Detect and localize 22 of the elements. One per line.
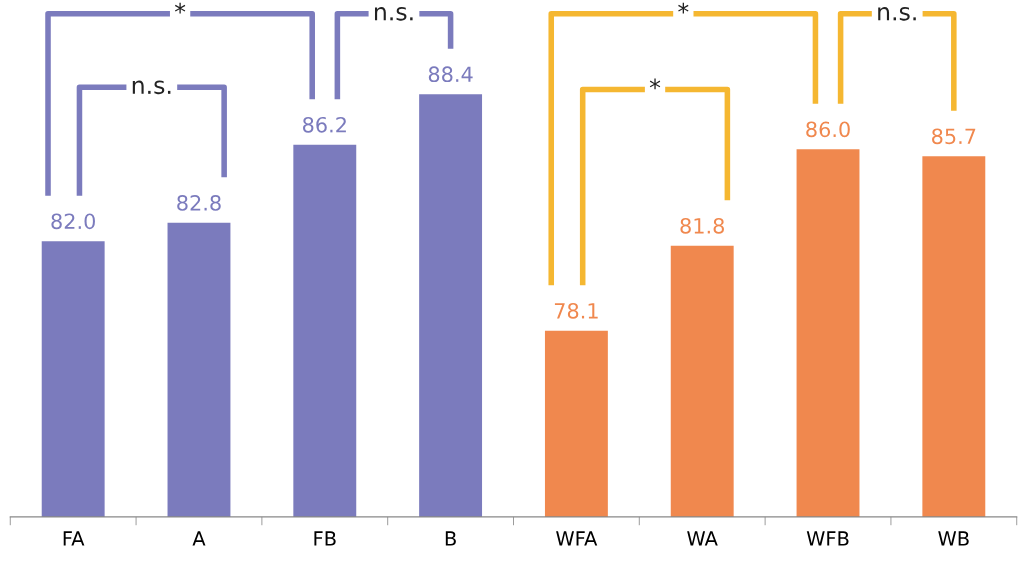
data-label: 86.2 (303, 116, 346, 133)
data-label: 82.8 (177, 195, 221, 211)
annotation: n.s. (374, 7, 413, 21)
x-tick-label: WFA (556, 531, 598, 546)
x-tick-label: WFB (806, 531, 849, 546)
data-label: 86.0 (806, 121, 850, 138)
data-label: 82.0 (51, 213, 95, 230)
data-label: 81.8 (680, 217, 724, 234)
data-label: 88.4 (428, 66, 473, 83)
annotation: * (678, 2, 689, 14)
x-tick-label: WA (687, 531, 718, 546)
annotation: * (649, 78, 661, 90)
x-tick-label: A (192, 531, 206, 546)
data-label: 78.1 (554, 302, 598, 319)
x-tick-label: FA (63, 531, 85, 546)
annotation: n.s. (878, 7, 916, 21)
annotation: n.s. (132, 80, 171, 95)
x-tick-label: FB (314, 531, 336, 546)
data-label: 85.7 (932, 128, 976, 145)
x-tick-label: WB (938, 531, 969, 546)
x-tick-label: B (445, 531, 456, 546)
annotation: * (174, 2, 186, 14)
